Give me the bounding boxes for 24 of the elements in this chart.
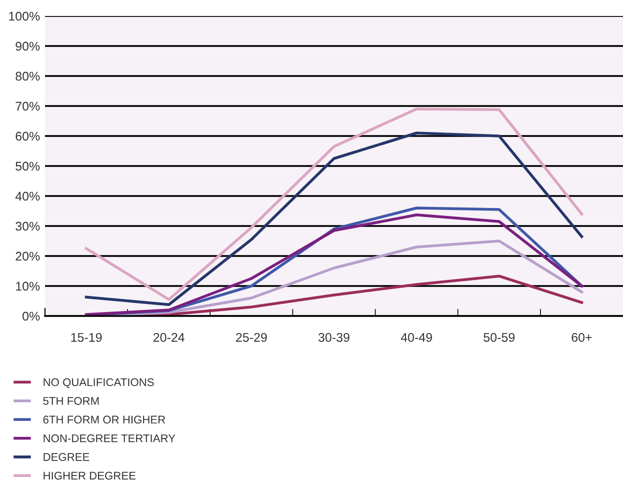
y-tick-label: 90%	[16, 42, 40, 51]
x-tick-label: 60+	[572, 332, 592, 342]
x-tick-label: 40-49	[400, 332, 432, 342]
legend-label: NON-DEGREE TERTIARY	[44, 434, 176, 442]
x-tick-label: 30-39	[318, 332, 350, 342]
y-tick-label: 50%	[16, 162, 40, 171]
x-tick-label: 25-29	[236, 332, 267, 342]
legend-label: 5TH FORM	[43, 396, 99, 405]
y-tick-label: 60%	[16, 132, 40, 141]
legend-label: 6TH FORM OR HIGHER	[43, 416, 166, 424]
y-tick-label: 20%	[16, 252, 40, 261]
x-tick-label: 50-59	[484, 332, 515, 342]
legend-label: DEGREE	[44, 453, 90, 461]
y-tick-label: 40%	[15, 192, 40, 201]
legend-label: HIGHER DEGREE	[44, 472, 136, 480]
y-tick-label: 80%	[16, 72, 40, 81]
y-tick-label: 30%	[16, 222, 40, 231]
legend-label: NO QUALIFICATIONS	[44, 378, 154, 388]
y-tick-label: 10%	[16, 282, 40, 291]
x-tick-label: 20-24	[154, 332, 184, 342]
x-tick-label: 15-19	[71, 332, 102, 342]
y-tick-label: 0%	[22, 312, 40, 321]
y-tick-label: 70%	[16, 102, 40, 111]
y-tick-label: 100%	[9, 12, 40, 21]
